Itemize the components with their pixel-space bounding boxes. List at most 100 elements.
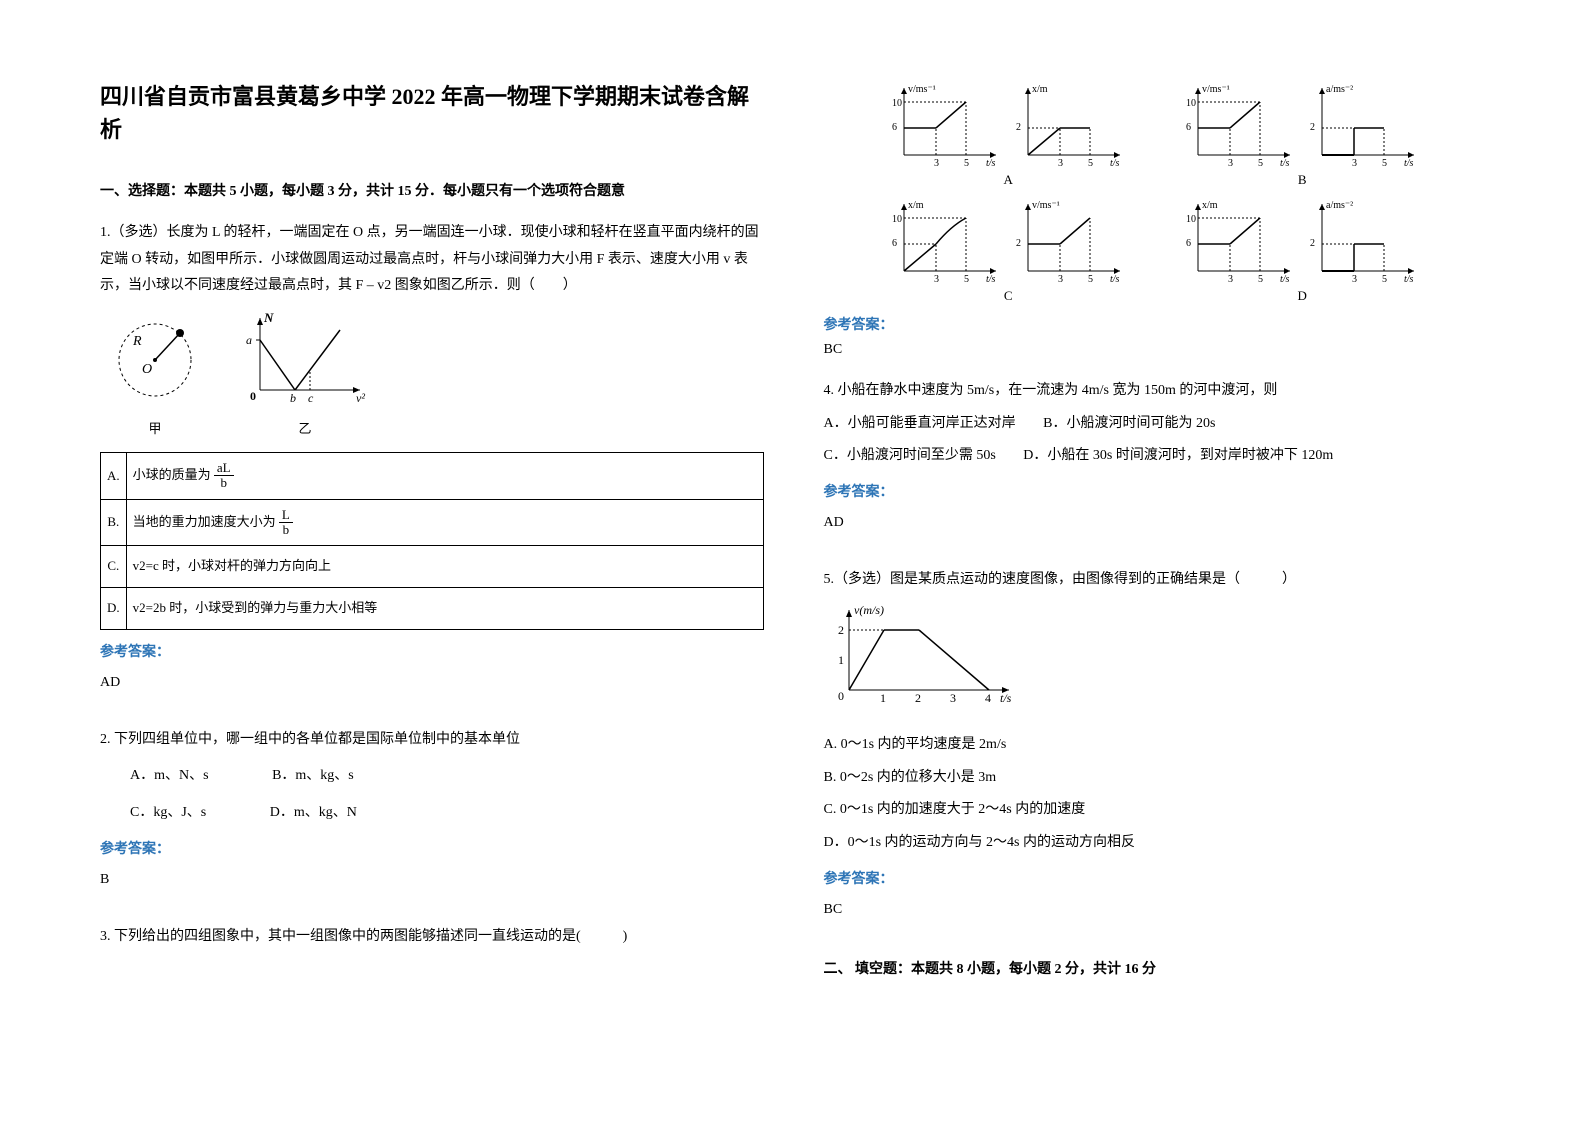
- q2-opt-a: A．m、N、s: [130, 763, 209, 790]
- svg-text:6: 6: [892, 238, 897, 249]
- svg-text:0: 0: [838, 689, 844, 703]
- fig-yi-label: 乙: [240, 417, 370, 442]
- svg-text:a/ms⁻²: a/ms⁻²: [1326, 84, 1353, 95]
- q4-opt-b: B．小船渡河时间可能为 20s: [1043, 411, 1215, 438]
- q3-set-d: x/m t/s 10 6 3 5: [1180, 196, 1424, 304]
- q3-label-b: B: [1298, 172, 1307, 188]
- page-title: 四川省自贡市富县黄葛乡中学 2022 年高一物理下学期期末试卷含解析: [100, 80, 764, 146]
- q1-figure-yi: N v² 0 a b c 乙: [240, 310, 370, 442]
- q3-set-a: v/ms⁻¹ t/s 10 6 3 5: [886, 80, 1130, 188]
- svg-text:10: 10: [1186, 98, 1196, 109]
- svg-text:3: 3: [1228, 274, 1233, 285]
- svg-text:3: 3: [934, 158, 939, 169]
- svg-text:O: O: [142, 362, 152, 377]
- question-2: 2. 下列四组单位中，哪一组中的各单位都是国际单位制中的基本单位 A．m、N、s…: [100, 727, 764, 904]
- svg-text:4: 4: [985, 691, 991, 705]
- q5-opt-d: D．0～1s 内的运动方向与 2～4s 内的运动方向相反: [824, 830, 1488, 857]
- q3-answer: BC: [824, 342, 1488, 358]
- q3-label-a: A: [1004, 172, 1013, 188]
- svg-text:3: 3: [1058, 274, 1063, 285]
- svg-text:x/m: x/m: [1032, 84, 1048, 95]
- svg-text:5: 5: [1088, 158, 1093, 169]
- opt-d-letter: D.: [101, 587, 127, 629]
- svg-text:t/s: t/s: [986, 274, 996, 285]
- q3-label-d: D: [1298, 288, 1307, 304]
- svg-text:0: 0: [250, 389, 256, 403]
- svg-text:t/s: t/s: [1110, 158, 1120, 169]
- svg-text:a: a: [246, 333, 252, 347]
- opt-d-text: v2=2b 时，小球受到的弹力与重力大小相等: [126, 587, 763, 629]
- q4-opt-a: A．小船可能垂直河岸正达对岸: [824, 411, 1016, 438]
- q5-answer: BC: [824, 897, 1488, 924]
- fig-jia-label: 甲: [100, 417, 210, 442]
- svg-text:6: 6: [892, 122, 897, 133]
- svg-text:2: 2: [915, 691, 921, 705]
- left-column: 四川省自贡市富县黄葛乡中学 2022 年高一物理下学期期末试卷含解析 一、选择题…: [100, 80, 764, 1082]
- svg-text:2: 2: [838, 623, 844, 637]
- q4-answer-label: 参考答案：: [824, 480, 1488, 507]
- right-column: v/ms⁻¹ t/s 10 6 3 5: [824, 80, 1488, 1082]
- opt-b-text: 当地的重力加速度大小为 L b: [126, 499, 763, 546]
- q5-opt-a: A. 0～1s 内的平均速度是 2m/s: [824, 732, 1488, 759]
- q5-opt-c: C. 0～1s 内的加速度大于 2～4s 内的加速度: [824, 797, 1488, 824]
- section-1-heading: 一、选择题：本题共 5 小题，每小题 3 分，共计 15 分．每小题只有一个选项…: [100, 180, 764, 200]
- question-5: 5.（多选）图是某质点运动的速度图像，由图像得到的正确结果是（ ） v(m/s)…: [824, 567, 1488, 934]
- svg-text:x/m: x/m: [1202, 200, 1218, 211]
- svg-text:R: R: [132, 334, 142, 349]
- graph-b2: a/ms⁻² t/s 2 3 5: [1304, 80, 1424, 170]
- svg-text:N: N: [263, 310, 274, 325]
- svg-text:x/m: x/m: [908, 200, 924, 211]
- svg-text:2: 2: [1310, 238, 1315, 249]
- q5-options: A. 0～1s 内的平均速度是 2m/s B. 0～2s 内的位移大小是 3m …: [824, 732, 1488, 856]
- svg-text:t/s: t/s: [1280, 158, 1290, 169]
- q3-set-c: x/m t/s 10 6 3 5: [886, 196, 1130, 304]
- q2-row1: A．m、N、s B．m、kg、s: [130, 763, 764, 790]
- svg-text:v²: v²: [356, 391, 365, 405]
- q4-stem: 4. 小船在静水中速度为 5m/s，在一流速为 4m/s 宽为 150m 的河中…: [824, 378, 1488, 405]
- svg-text:t/s: t/s: [1404, 158, 1414, 169]
- q2-opt-d: D．m、kg、N: [270, 800, 357, 827]
- svg-text:5: 5: [1382, 274, 1387, 285]
- svg-text:10: 10: [892, 98, 902, 109]
- table-row: B. 当地的重力加速度大小为 L b: [101, 499, 764, 546]
- svg-text:3: 3: [934, 274, 939, 285]
- q5-answer-label: 参考答案：: [824, 867, 1488, 894]
- q1-answer: AD: [100, 670, 764, 697]
- q2-stem: 2. 下列四组单位中，哪一组中的各单位都是国际单位制中的基本单位: [100, 727, 764, 754]
- q1-answer-label: 参考答案：: [100, 640, 764, 667]
- fraction-b: L b: [279, 508, 293, 538]
- q4-row2: C．小船渡河时间至少需 50s D．小船在 30s 时间渡河时，到对岸时被冲下 …: [824, 443, 1488, 470]
- fraction-a: aL b: [214, 461, 234, 491]
- svg-text:t/s: t/s: [1404, 274, 1414, 285]
- q4-opt-d: D．小船在 30s 时间渡河时，到对岸时被冲下 120m: [1023, 443, 1333, 470]
- svg-text:v/ms⁻¹: v/ms⁻¹: [908, 84, 936, 95]
- opt-c-letter: C.: [101, 546, 127, 588]
- opt-b-letter: B.: [101, 499, 127, 546]
- svg-text:v(m/s): v(m/s): [854, 603, 884, 617]
- svg-text:10: 10: [892, 214, 902, 225]
- question-1: 1.（多选）长度为 L 的轻杆，一端固定在 O 点，另一端固连一小球．现使小球和…: [100, 220, 764, 707]
- q3-label-c: C: [1004, 288, 1013, 304]
- question-3: 3. 下列给出的四组图象中，其中一组图像中的两图能够描述同一直线运动的是( ): [100, 924, 764, 951]
- svg-text:t/s: t/s: [1000, 691, 1012, 705]
- graph-d2: a/ms⁻² t/s 2 3 5: [1304, 196, 1424, 286]
- svg-text:5: 5: [1088, 274, 1093, 285]
- svg-text:t/s: t/s: [1110, 274, 1120, 285]
- graph-a1: v/ms⁻¹ t/s 10 6 3 5: [886, 80, 1006, 170]
- svg-text:5: 5: [1258, 158, 1263, 169]
- svg-text:t/s: t/s: [1280, 274, 1290, 285]
- section-2-heading: 二、 填空题：本题共 8 小题，每小题 2 分，共计 16 分: [824, 958, 1488, 978]
- graph-c2: v/ms⁻¹ t/s 2 3 5: [1010, 196, 1130, 286]
- q5-graph: v(m/s) t/s 2 1 0 1 2 3 4: [824, 600, 1024, 710]
- svg-text:t/s: t/s: [986, 158, 996, 169]
- q1-figure-jia: R O 甲: [100, 315, 210, 442]
- svg-text:5: 5: [1382, 158, 1387, 169]
- q3-answer-label: 参考答案：: [824, 314, 1488, 334]
- q2-answer-label: 参考答案：: [100, 837, 764, 864]
- q2-opt-c: C．kg、J、s: [130, 800, 206, 827]
- opt-c-text: v2=c 时，小球对杆的弹力方向向上: [126, 546, 763, 588]
- q1-stem: 1.（多选）长度为 L 的轻杆，一端固定在 O 点，另一端固连一小球．现使小球和…: [100, 220, 764, 300]
- svg-text:5: 5: [964, 274, 969, 285]
- opt-a-letter: A.: [101, 453, 127, 500]
- svg-text:a/ms⁻²: a/ms⁻²: [1326, 200, 1353, 211]
